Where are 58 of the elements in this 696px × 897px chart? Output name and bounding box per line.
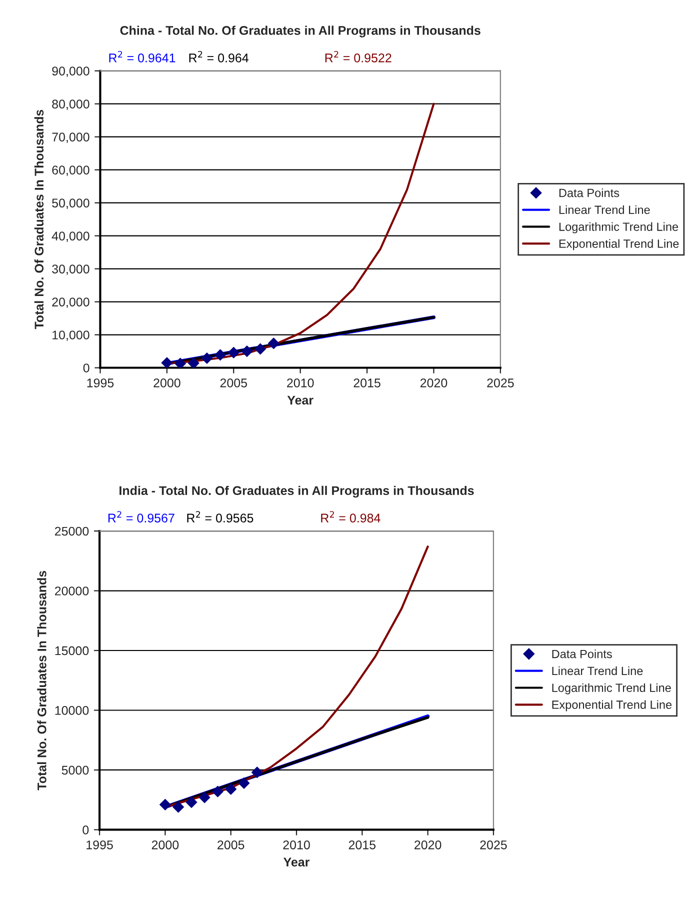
point: [238, 777, 250, 789]
legend-label: Logarithmic Trend Line: [559, 222, 678, 234]
text: R$^{2}$ = 0.9641: [109, 50, 176, 62]
legend-label: Linear Trend Line: [559, 205, 650, 214]
chart-title: India - Total No. Of Graduates in All Programs in Thousands: [120, 486, 474, 498]
y-tick-label: 90,000: [52, 66, 90, 77]
x-tick-label: 2015: [354, 378, 380, 388]
x-tick-label: 2025: [480, 840, 507, 850]
x-axis-title: Year: [287, 396, 314, 405]
chart-title: China - Total No. Of Graduates in All Programs in Thousands: [120, 26, 480, 38]
point: [186, 796, 198, 808]
y-tick-label: 10,000: [52, 330, 90, 341]
x-tick-label: 2015: [348, 840, 376, 850]
y-tick-label: 25000: [54, 526, 89, 536]
x-tick-label: 2020: [414, 840, 442, 850]
x-tick-label: 1995: [86, 840, 113, 850]
y-axis-title: Total No. Of Graduates In Thousands: [37, 570, 46, 790]
y-tick-label: 20,000: [52, 298, 90, 308]
y-tick-label: 0: [82, 826, 89, 834]
legend-label: Exponential Trend Line: [552, 700, 672, 712]
text: R$^{2}$ = 0.9567: [108, 511, 174, 522]
y-tick-label: 50,000: [52, 198, 90, 209]
x-tick-label: 2025: [487, 378, 514, 388]
legend-label: Logarithmic Trend Line: [552, 683, 671, 694]
x-tick-label: 2010: [287, 378, 314, 388]
y-tick-label: 30,000: [52, 264, 90, 275]
y-tick-label: 60,000: [52, 166, 90, 176]
point: [160, 798, 171, 810]
x-tick-label: 1995: [87, 378, 114, 388]
text: R$^{2}$ = 0.964: [189, 50, 248, 62]
y-tick-label: 15000: [55, 646, 89, 656]
y-tick-label: 5000: [62, 766, 89, 775]
y-tick-label: 40,000: [52, 232, 90, 242]
legend-label: Data Points: [559, 188, 620, 198]
x-tick-label: 2005: [220, 378, 248, 388]
x-axis-title: Year: [284, 858, 310, 867]
x-tick-label: 2000: [152, 840, 179, 850]
point: [172, 801, 184, 813]
y-tick-label: 0: [83, 364, 90, 372]
x-tick-label: 2005: [218, 840, 244, 850]
point: [225, 783, 237, 795]
text: R$^{2}$ = 0.984: [321, 511, 380, 522]
x-tick-label: 2010: [283, 840, 310, 850]
point: [251, 766, 263, 778]
y-axis-title: Total No. Of Graduates In Thousands: [34, 110, 44, 330]
x-tick-label: 2020: [420, 378, 448, 388]
text: R$^{2}$ = 0.9565: [187, 511, 254, 522]
x-tick-label: 2000: [154, 378, 180, 388]
y-tick-label: 80,000: [52, 100, 90, 110]
y-tick-label: 20000: [54, 586, 89, 596]
y-tick-label: 10000: [55, 706, 89, 715]
y-tick-label: 70,000: [52, 132, 90, 143]
legend-label: Data Points: [552, 650, 612, 658]
point: [212, 786, 224, 798]
text: R$^{2}$ = 0.9522: [325, 50, 392, 62]
legend-label: Exponential Trend Line: [559, 239, 679, 250]
legend-label: Linear Trend Line: [552, 666, 643, 676]
point: [198, 792, 210, 804]
